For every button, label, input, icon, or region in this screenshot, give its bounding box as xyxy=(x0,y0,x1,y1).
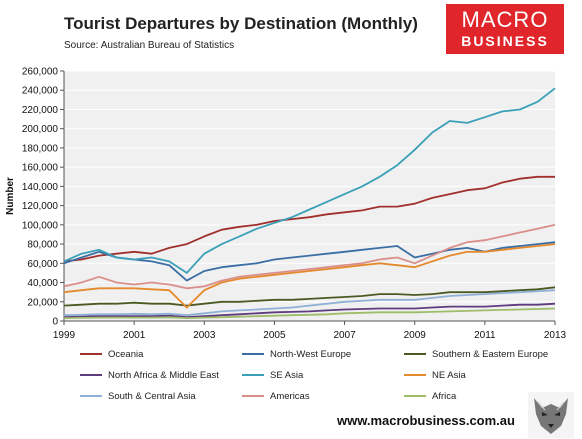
legend-swatch xyxy=(242,353,264,356)
series-line-southern-eastern-europe xyxy=(63,286,556,307)
legend-item: Africa xyxy=(404,391,456,402)
series-line-north-africa-middle-east xyxy=(63,302,556,319)
legend-item: NE Asia xyxy=(404,370,466,381)
series-line-americas xyxy=(63,223,556,290)
legend-swatch xyxy=(404,353,426,356)
legend-item: SE Asia xyxy=(242,370,303,381)
macrobusiness-logo: MACRO BUSINESS xyxy=(446,4,564,54)
legend-item: South & Central Asia xyxy=(80,391,196,402)
legend-item: North Africa & Middle East xyxy=(80,370,219,381)
y-tick-label: 120,000 xyxy=(22,201,59,212)
series-line-oceania xyxy=(63,175,555,263)
y-tick-label: 260,000 xyxy=(22,67,59,78)
series-line-ne-asia xyxy=(63,243,556,309)
legend-item: Southern & Eastern Europe xyxy=(404,349,548,360)
logo-line-2: BUSINESS xyxy=(461,33,549,49)
y-tick-label: 220,000 xyxy=(22,105,59,116)
y-tick-label: 140,000 xyxy=(22,182,59,193)
legend-swatch xyxy=(80,395,102,398)
y-tick-label: 20,000 xyxy=(27,297,58,308)
legend-item: North-West Europe xyxy=(242,349,351,360)
legend-swatch xyxy=(80,374,102,377)
legend-swatch xyxy=(404,395,426,398)
y-tick-label: 240,000 xyxy=(22,86,59,97)
legend-swatch xyxy=(242,395,264,398)
chart-source: Source: Australian Bureau of Statistics xyxy=(64,40,235,51)
legend-label: South & Central Asia xyxy=(108,391,196,402)
x-tick-label: 2003 xyxy=(193,330,216,341)
series-line-north-west-europe xyxy=(63,241,556,282)
series-line-se-asia xyxy=(63,87,556,274)
y-tick-label: 180,000 xyxy=(22,143,59,154)
legend-swatch xyxy=(404,374,426,377)
y-tick-label: 40,000 xyxy=(27,278,58,289)
x-tick-label: 2005 xyxy=(263,330,286,341)
x-tick-label: 1999 xyxy=(53,330,76,341)
chart-canvas: 0 20,000 40,000 60,000 80,000 100,000 120,000 1… xyxy=(5,67,567,342)
y-tick-label: 160,000 xyxy=(22,163,59,174)
y-tick-label: 60,000 xyxy=(27,259,58,270)
legend-label: Africa xyxy=(432,391,457,402)
x-tick-label: 2013 xyxy=(544,330,567,341)
x-tick-label: 2007 xyxy=(333,330,356,341)
chart-title: Tourist Departures by Destination (Month… xyxy=(64,14,418,33)
y-tick-label: 80,000 xyxy=(27,240,58,251)
legend-label: SE Asia xyxy=(270,370,304,381)
legend-label: Oceania xyxy=(108,349,144,360)
legend-swatch xyxy=(80,353,102,356)
legend-label: Americas xyxy=(270,391,310,402)
website-url: www.macrobusiness.com.au xyxy=(337,413,515,428)
legend-label: NE Asia xyxy=(432,370,466,381)
y-tick-label: 100,000 xyxy=(22,220,59,231)
plot-area xyxy=(64,71,555,321)
y-axis-label: Number xyxy=(5,177,16,215)
legend-label: Southern & Eastern Europe xyxy=(432,349,549,360)
legend-label: North Africa & Middle East xyxy=(108,370,219,381)
x-tick-label: 2011 xyxy=(474,330,496,341)
x-tick-label: 2001 xyxy=(123,330,146,341)
wolf-icon xyxy=(528,392,574,438)
chart-legend: Oceania North-West Europe Southern & Easte… xyxy=(80,349,580,409)
y-tick-label: 200,000 xyxy=(22,124,59,135)
series-line-africa xyxy=(63,307,556,320)
legend-item: Americas xyxy=(242,391,310,402)
legend-label: North-West Europe xyxy=(270,349,352,360)
logo-line-1: MACRO xyxy=(461,7,549,32)
legend-item: Oceania xyxy=(80,349,143,360)
y-tick-label: 0 xyxy=(52,317,58,328)
series-line-south-central-asia xyxy=(63,289,556,317)
x-tick-label: 2009 xyxy=(404,330,427,341)
legend-swatch xyxy=(242,374,264,377)
